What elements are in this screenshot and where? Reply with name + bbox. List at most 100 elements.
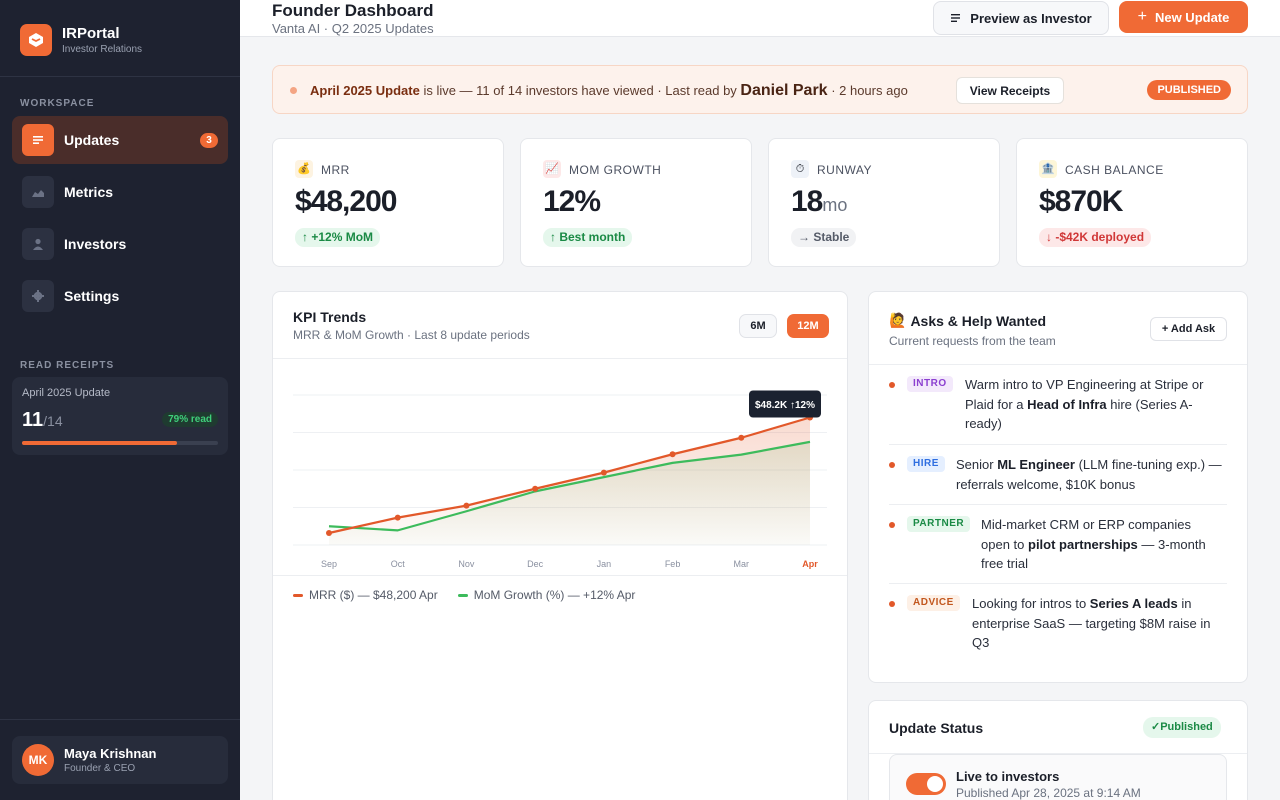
- chart-tooltip: [749, 390, 821, 418]
- chart-tooltip-text: $48.2K ↑12%: [755, 400, 815, 411]
- read-count: 11/14: [22, 409, 63, 431]
- x-tick-label: Jan: [597, 559, 612, 569]
- data-point: [463, 502, 470, 509]
- read-receipts-card[interactable]: April 2025 Update 11/14 79% read: [12, 377, 228, 455]
- update-status-card: Update Status ✓Published Live to investo…: [868, 700, 1248, 800]
- sidebar-item-label: Metrics: [64, 184, 114, 200]
- chart-legend: MRR ($) — $48,200 Apr MoM Growth (%) — +…: [293, 588, 635, 602]
- area-chart-icon: [22, 176, 54, 208]
- page-title: Founder Dashboard: [272, 1, 434, 20]
- ask-tag: HIRE: [907, 456, 945, 472]
- status-badge: ✓Published: [1143, 717, 1221, 738]
- data-point: [394, 514, 401, 521]
- stat-label: CASH BALANCE: [1065, 163, 1164, 177]
- sidebar-item-metrics[interactable]: Metrics: [12, 168, 228, 216]
- ask-tag: INTRO: [907, 376, 953, 392]
- read-percent-badge: 79% read: [162, 412, 218, 427]
- bullet-icon: [889, 462, 895, 468]
- read-receipts-label: READ RECEIPTS: [20, 360, 115, 371]
- banner-message: April 2025 Update is live — 11 of 14 inv…: [310, 82, 908, 99]
- range-6m-button[interactable]: 6M: [739, 314, 777, 338]
- new-update-button[interactable]: + New Update: [1119, 1, 1248, 33]
- view-receipts-button[interactable]: View Receipts: [956, 77, 1064, 104]
- brand-subtitle: Investor Relations: [62, 43, 143, 55]
- ask-text: Looking for intros to Series A leads in …: [972, 596, 1211, 650]
- bullet-icon: [889, 601, 895, 607]
- stat-label: MRR: [321, 163, 350, 177]
- avatar: MK: [22, 744, 54, 776]
- new-update-label: New Update: [1154, 9, 1230, 25]
- sidebar: IRPortal Investor Relations WORKSPACE Up…: [0, 0, 240, 800]
- stat-trend-chip: → Stable: [791, 228, 857, 247]
- kpi-trends-card: KPI Trends MRR & MoM Growth · Last 8 upd…: [272, 291, 848, 800]
- kpi-line-chart: Sep Oct Nov Dec Jan Feb Mar Apr $48.2K ↑12%: [293, 390, 827, 569]
- ask-divider: [889, 444, 1227, 445]
- brand[interactable]: IRPortal Investor Relations: [20, 24, 142, 56]
- plus-icon: +: [1137, 8, 1147, 25]
- stat-value: 18mo: [791, 185, 848, 218]
- x-tick-label: Nov: [458, 559, 475, 569]
- x-tick-label: Sep: [321, 559, 337, 569]
- ask-divider: [889, 583, 1227, 584]
- preview-button-label: Preview as Investor: [970, 10, 1092, 26]
- add-ask-button[interactable]: + Add Ask: [1150, 317, 1227, 341]
- status-badge: PUBLISHED: [1147, 80, 1231, 100]
- person-icon: [22, 228, 54, 260]
- live-published-date: Published Apr 28, 2025 at 9:14 AM: [956, 786, 1141, 800]
- sidebar-item-label: Updates: [64, 132, 120, 148]
- range-12m-button[interactable]: 12M: [787, 314, 829, 338]
- sidebar-item-updates[interactable]: Updates 3: [12, 116, 228, 164]
- data-point: [738, 434, 745, 441]
- ask-text: Warm intro to VP Engineering at Stripe o…: [965, 377, 1204, 431]
- workspace-label: WORKSPACE: [20, 98, 95, 109]
- gear-icon: [22, 280, 54, 312]
- asks-divider: [869, 364, 1247, 365]
- read-total: /14: [43, 413, 63, 429]
- stat-label: MOM GROWTH: [569, 163, 662, 177]
- brand-logo-icon: [20, 24, 52, 56]
- data-point: [532, 485, 539, 492]
- read-progress-fill: [22, 441, 177, 445]
- updates-count-badge: 3: [200, 133, 218, 148]
- x-tick-label: Feb: [665, 559, 681, 569]
- raised-hand-icon: 🙋: [889, 312, 907, 328]
- stat-trend-chip: ↑ +12% MoM: [295, 228, 381, 247]
- stat-card-mom-growth: 📈 MOM GROWTH 12% ↑ Best month: [520, 138, 752, 267]
- list-icon: [951, 14, 961, 22]
- series-line-0: [328, 416, 811, 535]
- ask-text: Senior ML Engineer (LLM fine-tuning exp.…: [956, 457, 1222, 492]
- user-profile[interactable]: MK Maya Krishnan Founder & CEO: [12, 736, 228, 784]
- sidebar-item-settings[interactable]: Settings: [12, 272, 228, 320]
- sidebar-item-label: Settings: [64, 288, 120, 304]
- status-divider: [869, 753, 1247, 754]
- user-name: Maya Krishnan: [64, 745, 157, 761]
- toggle-knob: [927, 776, 943, 792]
- ask-divider: [889, 504, 1227, 505]
- sidebar-divider: [0, 719, 240, 720]
- stat-trend-chip: ↑ Best month: [543, 228, 633, 247]
- ask-text: Mid-market CRM or ERP companies open to …: [981, 517, 1206, 571]
- sidebar-item-label: Investors: [64, 236, 127, 252]
- read-progress-bar: [22, 441, 218, 445]
- sidebar-item-investors[interactable]: Investors: [12, 220, 228, 268]
- stat-label: RUNWAY: [817, 163, 872, 177]
- user-role: Founder & CEO: [64, 762, 136, 774]
- banner-update-name: April 2025 Update: [310, 83, 420, 98]
- ask-tag: PARTNER: [907, 516, 971, 532]
- legend-swatch: [457, 593, 468, 597]
- kpi-divider: [273, 358, 847, 359]
- live-toggle[interactable]: [906, 773, 946, 795]
- top-header: Founder Dashboard Vanta AI · Q2 2025 Upd…: [240, 0, 1280, 37]
- preview-as-investor-button[interactable]: Preview as Investor: [933, 1, 1109, 35]
- legend-item-mrr: MRR ($) — $48,200 Apr: [293, 588, 438, 602]
- money-bag-icon: 💰: [295, 160, 313, 178]
- data-point: [326, 530, 332, 536]
- asks-title: 🙋 Asks & Help Wanted: [889, 312, 1047, 329]
- x-tick-label: Apr: [802, 559, 818, 569]
- stopwatch-icon: ⏱: [791, 160, 809, 178]
- document-icon: [22, 124, 54, 156]
- data-point: [600, 469, 607, 476]
- ask-tag: ADVICE: [907, 595, 960, 611]
- legend-swatch: [293, 593, 303, 597]
- live-to-investors-row: Live to investors Published Apr 28, 2025…: [889, 754, 1227, 800]
